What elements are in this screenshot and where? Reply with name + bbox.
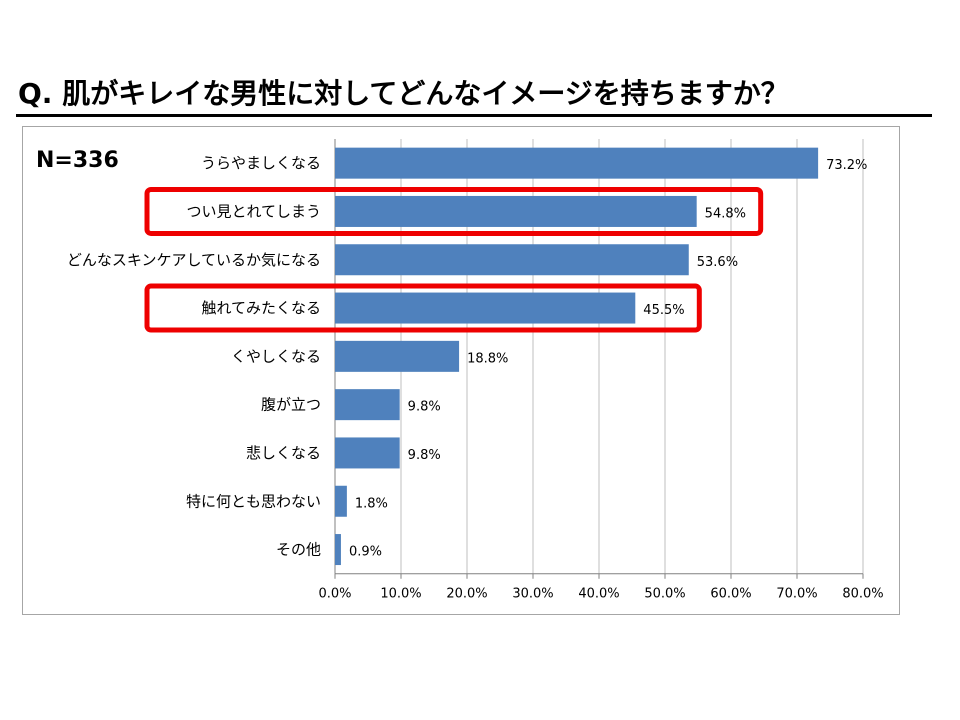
value-label: 73.2% — [826, 158, 867, 173]
x-tick-label: 40.0% — [578, 587, 619, 602]
bar — [335, 147, 819, 179]
category-label: くやしくなる — [231, 347, 321, 365]
category-label: 悲しくなる — [246, 444, 321, 462]
category-label: うらやましくなる — [201, 154, 321, 172]
category-label: つい見とれてしまう — [186, 202, 321, 220]
value-label: 54.8% — [705, 206, 746, 221]
bar — [335, 437, 400, 469]
value-label: 45.5% — [643, 303, 684, 318]
value-label: 9.8% — [408, 400, 441, 415]
value-label: 0.9% — [349, 545, 382, 560]
bar-chart: 0.0% 10.0% 20.0% 30.0% 40.0% 50.0% 60.0% 70.0% 8… — [67, 139, 884, 602]
bar — [335, 485, 347, 517]
question-title: Q. 肌がキレイな男性に対してどんなイメージを持ちますか？ — [18, 77, 789, 110]
highlight-box — [144, 283, 702, 333]
chart-frame: 0.0% 10.0% 20.0% 30.0% 40.0% 50.0% 60.0% 70.0% 8… — [22, 126, 900, 615]
category-label: どんなスキンケアしているか気になる — [67, 251, 321, 269]
bar — [335, 195, 697, 227]
bar — [335, 340, 460, 372]
category-label: 特に何とも思わない — [186, 492, 321, 510]
category-label: 触れてみたくなる — [201, 299, 321, 317]
highlight-box — [144, 186, 764, 236]
bar — [335, 292, 636, 324]
x-tick-label: 70.0% — [776, 587, 817, 602]
x-tick-label: 20.0% — [446, 587, 487, 602]
value-label: 53.6% — [697, 255, 738, 270]
x-tick-label: 60.0% — [710, 587, 751, 602]
title-underline — [16, 114, 932, 117]
x-tick-label: 10.0% — [380, 587, 421, 602]
x-tick-label: 30.0% — [512, 587, 553, 602]
value-label: 1.8% — [355, 496, 388, 511]
value-label: 18.8% — [467, 351, 508, 366]
category-label: 腹が立つ — [261, 396, 321, 414]
bar — [335, 389, 400, 421]
value-label: 9.8% — [408, 448, 441, 463]
x-tick-label: 80.0% — [842, 587, 883, 602]
category-label: その他 — [276, 541, 321, 559]
x-tick-label: 0.0% — [318, 587, 351, 602]
sample-size-label: N=336 — [36, 148, 119, 173]
bar — [335, 244, 689, 276]
bar — [335, 534, 341, 566]
x-tick-label: 50.0% — [644, 587, 685, 602]
